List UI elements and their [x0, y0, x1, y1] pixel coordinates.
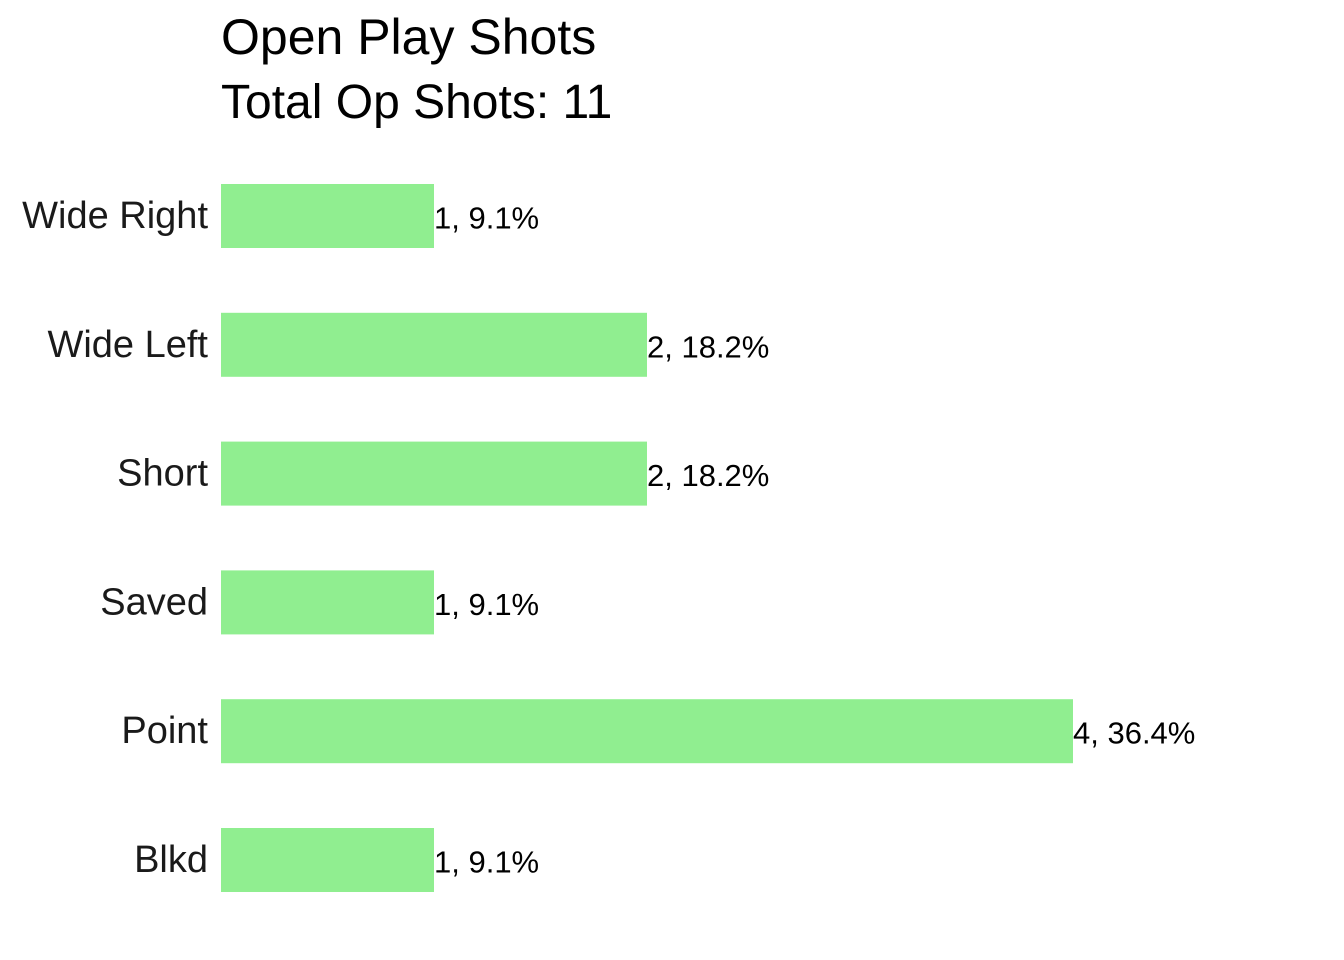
bar: [221, 312, 647, 377]
data-label: 1, 9.1%: [434, 845, 539, 880]
plot-area: Wide Right 1, 9.1% Wide Left 2, 18.2% Short 2…: [22, 184, 1195, 892]
data-label: 1, 9.1%: [434, 201, 539, 236]
category-label: Blkd: [134, 839, 208, 881]
bar: [221, 828, 434, 892]
category-label: Saved: [100, 581, 208, 623]
category-label: Wide Left: [47, 324, 208, 366]
data-label: 1, 9.1%: [434, 587, 539, 622]
bar: [221, 184, 434, 248]
category-label: Wide Right: [22, 195, 208, 237]
bar: [221, 441, 647, 506]
chart-title: Open Play Shots: [221, 9, 596, 65]
category-label: Short: [117, 453, 208, 495]
category-label: Point: [121, 710, 208, 752]
data-label: 2, 18.2%: [647, 458, 769, 493]
bar: [221, 699, 1073, 764]
bar: [221, 570, 434, 635]
chart-subtitle: Total Op Shots: 11: [221, 76, 612, 129]
data-label: 4, 36.4%: [1073, 716, 1195, 751]
data-label: 2, 18.2%: [647, 329, 769, 364]
